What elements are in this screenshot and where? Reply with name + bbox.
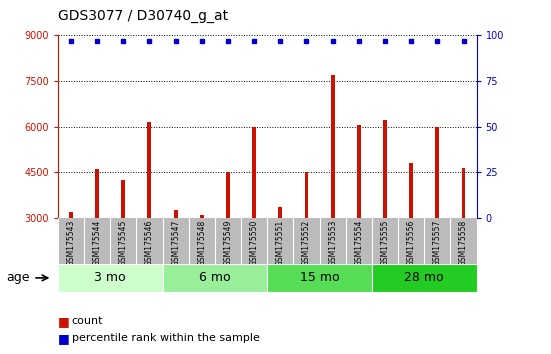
- Text: GSM175548: GSM175548: [197, 220, 206, 266]
- Bar: [95, 169, 99, 218]
- Text: GSM175552: GSM175552: [302, 220, 311, 266]
- Text: 15 mo: 15 mo: [300, 272, 339, 284]
- FancyBboxPatch shape: [163, 264, 267, 292]
- Bar: [148, 122, 152, 218]
- Text: GSM175551: GSM175551: [276, 220, 285, 266]
- Text: age: age: [7, 272, 30, 284]
- Bar: [435, 127, 439, 218]
- Text: 28 mo: 28 mo: [404, 272, 444, 284]
- FancyBboxPatch shape: [372, 264, 477, 292]
- Text: GSM175549: GSM175549: [224, 220, 233, 267]
- Bar: [409, 163, 413, 218]
- Bar: [121, 180, 125, 218]
- Text: count: count: [72, 316, 103, 326]
- Text: GSM175553: GSM175553: [328, 220, 337, 267]
- Text: GDS3077 / D30740_g_at: GDS3077 / D30740_g_at: [58, 9, 228, 23]
- Text: GSM175546: GSM175546: [145, 220, 154, 267]
- FancyBboxPatch shape: [267, 264, 372, 292]
- Text: GSM175555: GSM175555: [381, 220, 390, 267]
- Bar: [200, 215, 204, 218]
- Text: 6 mo: 6 mo: [199, 272, 231, 284]
- Bar: [383, 120, 387, 218]
- Bar: [69, 212, 73, 218]
- Text: GSM175558: GSM175558: [459, 220, 468, 266]
- FancyBboxPatch shape: [58, 264, 163, 292]
- Text: percentile rank within the sample: percentile rank within the sample: [72, 333, 260, 343]
- Text: GSM175557: GSM175557: [433, 220, 442, 267]
- Text: ■: ■: [58, 315, 69, 328]
- Text: GSM175544: GSM175544: [93, 220, 101, 267]
- Text: GSM175543: GSM175543: [67, 220, 75, 267]
- Bar: [462, 167, 466, 218]
- Bar: [174, 210, 177, 218]
- Bar: [226, 172, 230, 218]
- Bar: [305, 172, 309, 218]
- Text: GSM175545: GSM175545: [119, 220, 128, 267]
- Text: GSM175547: GSM175547: [171, 220, 180, 267]
- Bar: [278, 207, 282, 218]
- Bar: [252, 127, 256, 218]
- Text: 3 mo: 3 mo: [94, 272, 126, 284]
- Text: ■: ■: [58, 332, 69, 344]
- Text: GSM175550: GSM175550: [250, 220, 258, 267]
- Bar: [357, 125, 361, 218]
- Text: GSM175556: GSM175556: [407, 220, 415, 267]
- Text: GSM175554: GSM175554: [354, 220, 363, 267]
- Bar: [331, 75, 334, 218]
